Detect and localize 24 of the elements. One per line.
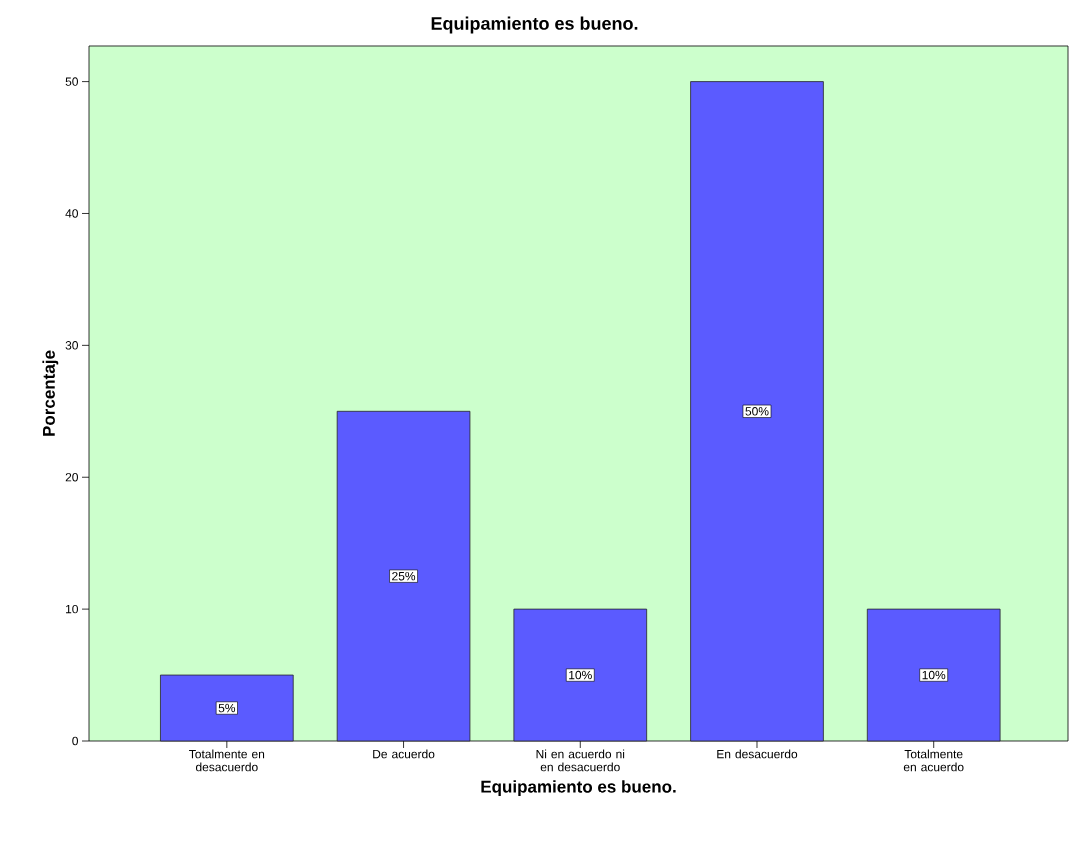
- data-label: 10%: [922, 670, 946, 680]
- data-label: 25%: [392, 571, 416, 581]
- y-tick-label: 50: [65, 77, 78, 86]
- x-tick-label: Ni en acuerdo ni en desacuerdo: [536, 749, 625, 772]
- y-axis-title: Porcentaje: [42, 350, 59, 436]
- y-tick-label: 10: [66, 604, 78, 614]
- y-tick-label: 40: [65, 209, 78, 218]
- bar: [513, 608, 648, 742]
- chart-title: Equipamiento es bueno.: [431, 16, 638, 34]
- bar: [336, 410, 471, 742]
- y-tick-label: 30: [65, 341, 78, 350]
- x-tick-label: Totalmente en acuerdo: [903, 749, 964, 772]
- x-tick-label: En desacuerdo: [717, 749, 798, 759]
- y-tick-label: 20: [65, 473, 78, 482]
- data-label: 5%: [218, 703, 236, 713]
- x-tick-label: Totalmente en desacuerdo: [189, 749, 265, 772]
- x-axis-title: Equipamiento es bueno.: [481, 780, 676, 797]
- x-tick-label: De acuerdo: [373, 749, 435, 759]
- bar: [866, 608, 1001, 742]
- data-label: 10%: [569, 670, 592, 680]
- bar: [690, 81, 824, 742]
- bar: [160, 674, 294, 742]
- data-label: 50%: [745, 407, 769, 416]
- y-tick-label: 0: [72, 736, 78, 746]
